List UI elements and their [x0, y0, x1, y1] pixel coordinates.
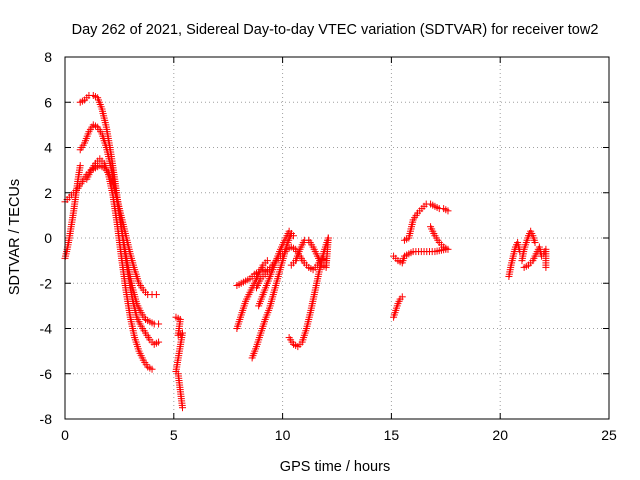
x-tick-label: 15: [384, 427, 400, 443]
y-tick-label: -8: [40, 411, 53, 427]
y-tick-label: -6: [40, 366, 53, 382]
data-point: [444, 207, 452, 215]
y-tick-label: 6: [44, 94, 52, 110]
data-point: [76, 162, 84, 170]
x-tick-label: 0: [61, 427, 69, 443]
data-point: [542, 263, 550, 271]
data-point: [263, 257, 271, 265]
ticks-layer: 0 5 10 15 20 25 -8 -6 -4 -2 0 2 4 6 8: [40, 49, 617, 443]
data-point: [324, 234, 332, 242]
y-tick-label: -2: [40, 275, 53, 291]
y-tick-label: 0: [44, 230, 52, 246]
y-axis-label: SDTVAR / TECUs: [7, 179, 23, 295]
data-point: [155, 320, 163, 328]
x-tick-label: 10: [275, 427, 291, 443]
data-point: [531, 239, 539, 247]
points-layer: [61, 91, 550, 412]
data-point: [152, 291, 160, 299]
data-point: [444, 245, 452, 253]
x-tick-label: 5: [170, 427, 178, 443]
data-point: [289, 232, 297, 240]
x-tick-label: 20: [492, 427, 508, 443]
plot-frame: [64, 56, 610, 420]
y-tick-label: 4: [44, 140, 52, 156]
y-tick-label: 8: [44, 49, 52, 65]
chart-title: Day 262 of 2021, Sidereal Day-to-day VTE…: [72, 22, 599, 38]
data-point: [179, 404, 187, 412]
data-point: [155, 338, 163, 346]
x-tick-label: 25: [601, 427, 617, 443]
y-tick-label: 2: [44, 185, 52, 201]
x-axis-label: GPS time / hours: [280, 459, 390, 475]
data-point: [148, 365, 156, 373]
data-point: [398, 293, 406, 301]
y-tick-label: -4: [40, 321, 53, 337]
